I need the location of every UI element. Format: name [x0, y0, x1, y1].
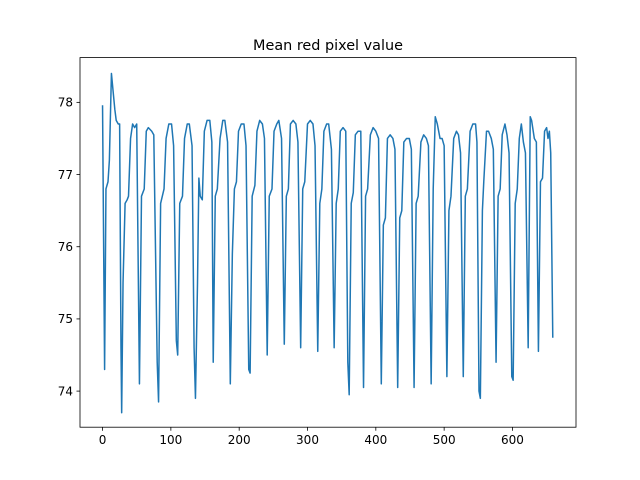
x-tick-label: 400	[364, 433, 387, 447]
axes-frame	[79, 57, 577, 428]
x-tick-label: 500	[433, 433, 456, 447]
y-tick-label: 75	[58, 312, 73, 326]
chart-title: Mean red pixel value	[253, 38, 403, 54]
plot-area	[101, 72, 554, 414]
x-tick-label: 100	[159, 433, 182, 447]
x-tick-label: 200	[228, 433, 251, 447]
y-tick-label: 78	[58, 96, 73, 110]
x-axis: 0 100 200 300 400 500 600	[99, 427, 524, 447]
y-tick-label: 76	[58, 240, 73, 254]
y-tick-label: 74	[58, 384, 73, 398]
y-axis: 74 75 76 77 78	[58, 96, 80, 398]
y-tick-label: 77	[58, 168, 73, 182]
series-line-0	[101, 72, 554, 414]
x-tick-label: 600	[501, 433, 524, 447]
x-tick-label: 300	[296, 433, 319, 447]
x-tick-label: 0	[99, 433, 107, 447]
